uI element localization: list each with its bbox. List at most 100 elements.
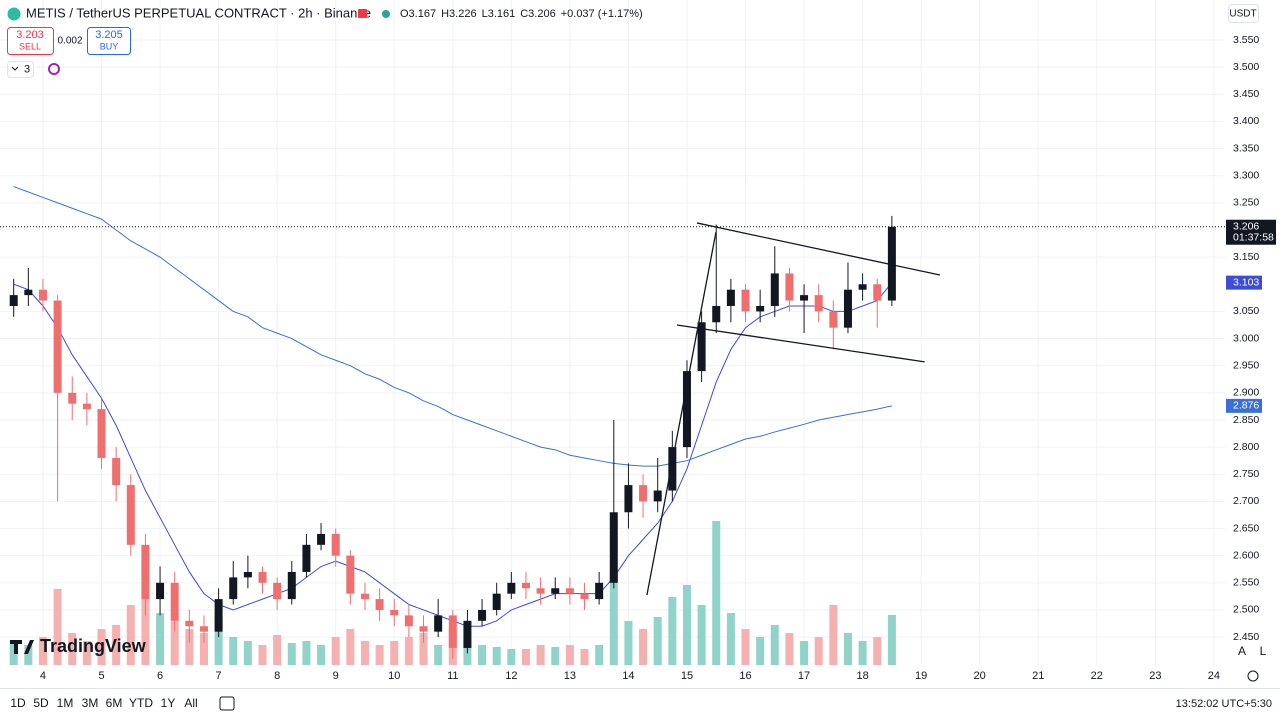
volume-bar [273,635,282,665]
y-tick-label: 2.650 [1233,522,1259,534]
x-tick-label: 17 [798,670,810,682]
candle-body [126,485,135,545]
axis-layer: 3.550 3.500 3.450 3.400 3.350 3.300 3.250 3.150… [0,34,1276,682]
volume-bar [887,615,896,665]
candle-body [492,593,501,610]
range-button[interactable]: YTD [129,696,153,710]
y-tick-label: 2.750 [1233,468,1259,480]
y-tick-label: 2.500 [1233,604,1259,616]
volume-bar [800,641,809,665]
candle-body [624,485,633,513]
range-button[interactable]: 5D [33,696,49,710]
range-button[interactable]: 6M [106,696,123,710]
candle-body [24,289,33,296]
volume-bar [478,645,487,665]
sell-label: SELL [19,41,41,51]
candle-body [448,615,457,648]
x-tick-label: 13 [564,670,576,682]
candle-body [639,485,648,502]
moving-average [13,186,892,467]
volume-bar [126,605,135,665]
x-tick-label: 19 [915,670,927,682]
volume-bar [434,645,443,665]
range-buttons: 1D 5D 1M 3M 6M YTD 1Y All [10,696,197,710]
candle-body [785,273,794,301]
range-button[interactable]: All [184,696,197,710]
range-button[interactable]: 1Y [161,696,176,710]
logo-text[interactable]: TradingView [40,636,147,656]
candle-body [243,571,252,578]
candle-body [214,599,223,632]
log-scale[interactable]: L [1260,644,1267,658]
ohlc-close: C3.206 [520,8,555,20]
calendar-icon[interactable] [219,696,235,711]
volume-bar [82,641,91,665]
candle-body [375,599,384,610]
candle-body [770,273,779,306]
flag-icon[interactable] [358,9,367,18]
volume-bar [229,637,238,665]
y-tick-label: 2.900 [1233,387,1259,399]
drawings-layer [646,222,941,596]
candle-body [463,620,472,648]
range-button[interactable]: 1M [57,696,74,710]
settings-icon[interactable] [1247,670,1259,682]
symbol-icon [7,7,21,21]
range-button[interactable]: 3M [82,696,99,710]
y-tick-label: 2.700 [1233,495,1259,507]
volume-bar [624,621,633,665]
volume-bar [287,643,296,665]
y-tick-label: 3.350 [1233,142,1259,154]
volume-bar [814,637,823,665]
x-tick-label: 20 [974,670,986,682]
currency-button[interactable] [1228,4,1259,23]
refresh-icon[interactable] [48,63,60,75]
trend-line[interactable] [696,222,941,276]
candle-body [302,544,311,572]
volume-bar [770,625,779,665]
candle-body [229,577,238,600]
candle-body [521,582,530,589]
symbol-title[interactable]: METIS / TetherUS PERPETUAL CONTRACT · 2h… [26,5,371,20]
y-tick-label: 2.550 [1233,577,1259,589]
candle-body [53,300,62,393]
volume-bar [697,605,706,665]
volume-bar [214,617,223,665]
sell-button[interactable] [7,27,54,55]
trend-line[interactable] [676,324,925,363]
candle-body [653,490,662,502]
y-tick-label: 3.400 [1233,115,1259,127]
volume-bar [375,645,384,665]
x-tick-label: 12 [505,670,517,682]
volume-bar [580,649,589,665]
y-tick-label: 3.150 [1233,251,1259,263]
volume-bar [24,645,33,665]
candle-body [814,295,823,312]
range-button[interactable]: 1D [10,696,26,710]
volume-bar [682,585,691,665]
candle-body [829,311,838,328]
x-tick-label: 7 [216,670,222,682]
buy-button[interactable] [87,27,131,55]
volume-bar [536,645,545,665]
candle-body [331,533,340,556]
y-tick-label: 3.000 [1233,332,1259,344]
candle-body [800,295,809,301]
currency: USDT [1229,9,1256,20]
x-tick-label: 24 [1208,670,1220,682]
x-tick-label: 4 [40,670,46,682]
candle-body [258,571,267,583]
indicators-toggle[interactable] [7,61,34,78]
volume-bar [756,637,765,665]
status-dot [382,10,390,18]
candle-body [434,615,443,632]
buy-label: BUY [100,41,119,51]
trend-line[interactable] [646,232,717,596]
candle-body [141,544,150,600]
ohlc: O3.167 H3.226 L3.161 C3.206 +0.037 (+1.17%) [400,8,643,20]
volume-bar [668,597,677,665]
x-tick-label: 15 [681,670,693,682]
auto-scale[interactable]: A [1238,644,1246,658]
volume-bar [609,571,618,665]
